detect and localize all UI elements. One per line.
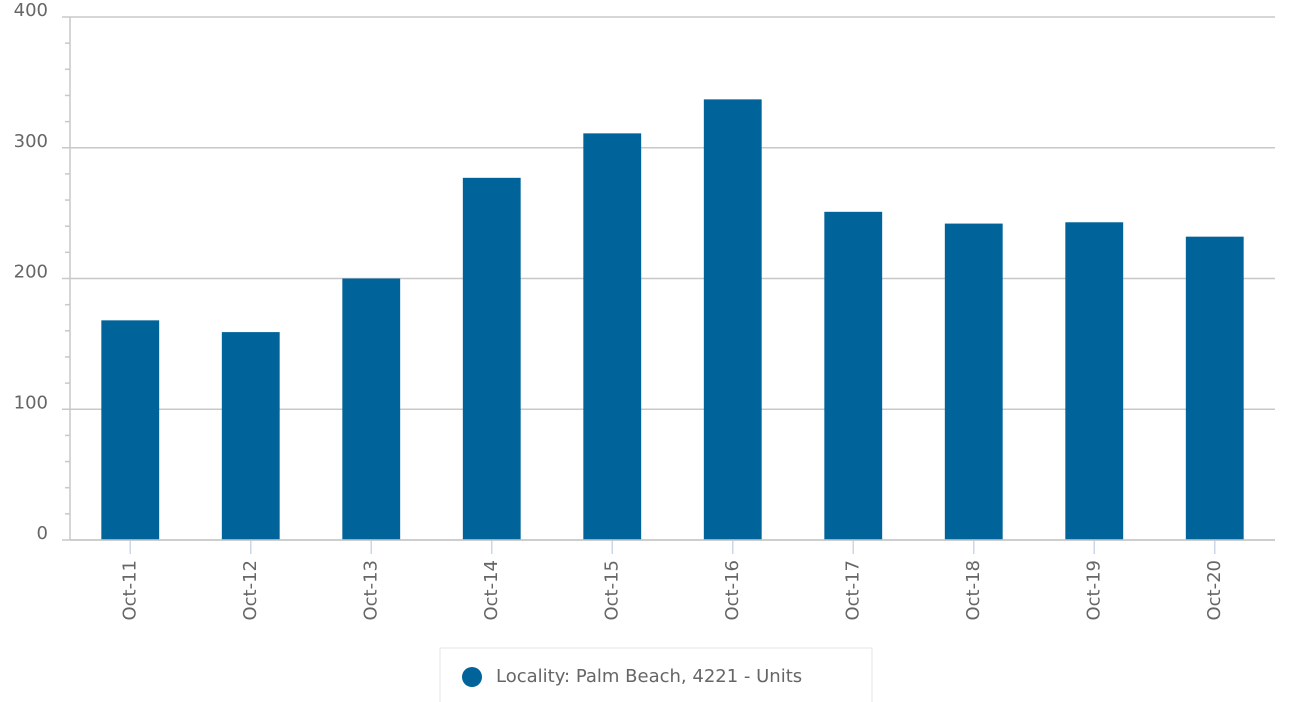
bar (221, 332, 280, 540)
bar (703, 99, 762, 540)
x-tick-label: Oct-13 (360, 560, 381, 621)
legend-label: Locality: Palm Beach, 4221 - Units (496, 666, 802, 687)
bar (1185, 236, 1244, 540)
bar (583, 133, 642, 540)
legend-box (439, 647, 873, 702)
x-tick-label: Oct-20 (1204, 560, 1225, 621)
x-tick-label: Oct-17 (842, 560, 863, 621)
x-tick-label: Oct-16 (722, 560, 743, 621)
x-tick-label: Oct-18 (963, 560, 984, 621)
y-tick-label: 0 (37, 523, 48, 544)
bar (824, 211, 883, 540)
x-tick-label: Oct-14 (481, 560, 502, 621)
y-tick-label: 100 (14, 392, 48, 413)
x-tick-label: Oct-12 (240, 560, 261, 621)
bar (1065, 222, 1124, 540)
bar (101, 320, 160, 540)
x-tick-label: Oct-11 (119, 560, 140, 621)
bar (944, 223, 1003, 540)
bar (462, 177, 521, 540)
y-tick-label: 200 (14, 262, 48, 283)
x-tick-label: Oct-15 (601, 560, 622, 621)
y-tick-label: 400 (14, 0, 48, 21)
legend-marker (462, 667, 482, 687)
bar (342, 278, 401, 540)
x-tick-label: Oct-19 (1083, 560, 1104, 621)
y-tick-label: 300 (14, 131, 48, 152)
